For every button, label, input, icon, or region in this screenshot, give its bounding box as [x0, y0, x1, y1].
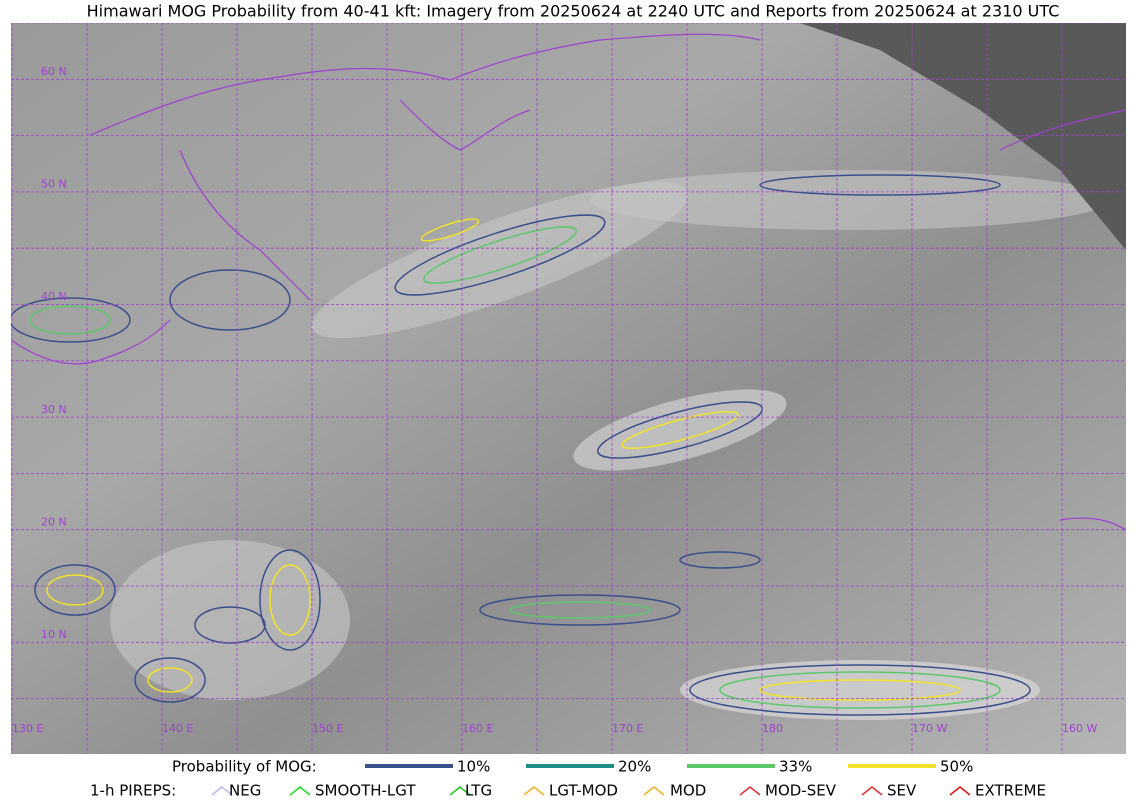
legend-label: 33% — [779, 758, 812, 776]
pirep-symbol — [739, 786, 761, 796]
cloud-band — [110, 540, 350, 700]
pirep-symbol — [949, 786, 971, 796]
title: Himawari MOG Probability from 40-41 kft:… — [87, 2, 1060, 21]
legend-label: SEV — [887, 782, 917, 800]
legend-title: Probability of MOG: — [172, 758, 317, 776]
cloud-band — [590, 170, 1110, 230]
lon-label: 160 E — [462, 722, 493, 735]
lon-label: 180 — [762, 722, 783, 735]
map — [11, 23, 1126, 754]
coastlines — [11, 33, 1126, 531]
pirep-symbol — [643, 786, 665, 796]
pirep-symbol — [211, 786, 233, 796]
pirep-symbol — [289, 786, 311, 796]
legend-label: LTG — [465, 782, 492, 800]
legend-label: 10% — [457, 758, 490, 776]
pirep-symbol — [449, 786, 471, 796]
lat-label: 50 N — [41, 178, 67, 191]
pirep-symbol — [523, 786, 545, 796]
legend-label: LGT-MOD — [549, 782, 618, 800]
legend-title: 1-h PIREPS: — [90, 782, 176, 800]
graticule — [11, 23, 1126, 754]
no-data-region — [800, 23, 1126, 250]
lon-label: 160 W — [1062, 722, 1097, 735]
cloud-band — [573, 389, 787, 471]
legend-label: 20% — [618, 758, 651, 776]
lat-label: 10 N — [41, 628, 67, 641]
legend-label: MOD — [670, 782, 706, 800]
lon-label: 140 E — [162, 722, 193, 735]
lat-label: 20 N — [41, 515, 67, 528]
cloud-band — [311, 181, 689, 339]
pirep-symbol — [861, 786, 883, 796]
lat-label: 40 N — [41, 290, 67, 303]
legend-label: SMOOTH-LGT — [315, 782, 416, 800]
lat-label: 30 N — [41, 403, 67, 416]
lon-label: 150 E — [312, 722, 343, 735]
lon-label: 170 E — [612, 722, 643, 735]
lon-label: 130 E — [12, 722, 43, 735]
legend-label: NEG — [229, 782, 261, 800]
lat-label: 60 N — [41, 65, 67, 78]
legend-label: 50% — [940, 758, 973, 776]
cloud-band — [680, 660, 1040, 720]
graticule-labels: 60 N 50 N 40 N 30 N 20 N 10 N 130 E 140 E 150 E 1… — [12, 65, 1097, 735]
legend-label: MOD-SEV — [765, 782, 837, 800]
lon-label: 170 W — [912, 722, 947, 735]
legend-label: EXTREME — [975, 782, 1046, 800]
legend: Probability of MOG: 10% 20% 33% 50% 1-h PIREP… — [90, 758, 1046, 800]
